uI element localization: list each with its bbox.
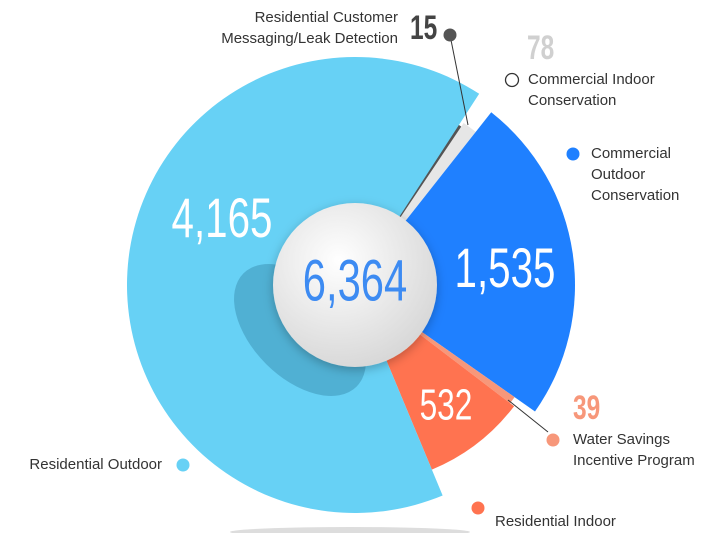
leader-line	[449, 34, 469, 126]
legend-label: Commercial Outdoor Conservation	[591, 145, 679, 204]
slice	[355, 112, 575, 412]
value-label: 532	[420, 381, 473, 430]
center-circle	[273, 203, 437, 367]
legend-dot	[504, 72, 520, 88]
legend-label: Residential Indoor	[495, 513, 616, 530]
value-label: 15	[410, 9, 437, 47]
value-label: 1,535	[455, 237, 556, 299]
legend-label: Residential Customer Messaging/Leak Detec…	[221, 9, 398, 47]
legend-dot	[546, 433, 560, 447]
value-label: 39	[573, 389, 600, 427]
legend-label: Commercial Indoor Conservation	[528, 71, 655, 109]
legend-label: Water Savings Incentive Program	[573, 431, 695, 469]
legend-dot	[566, 147, 580, 161]
floor-shadow	[230, 527, 470, 533]
total-label: 6,364	[303, 248, 407, 313]
value-label: 4,165	[172, 187, 273, 249]
legend-dot	[443, 28, 457, 42]
leader-line	[507, 399, 549, 433]
legend-dot	[471, 501, 485, 515]
legend-dot	[176, 458, 190, 472]
legend-label: Residential Outdoor	[29, 456, 162, 473]
labels: Residential Customer Messaging/Leak Detec…	[29, 9, 694, 530]
value-label: 78	[527, 29, 554, 67]
